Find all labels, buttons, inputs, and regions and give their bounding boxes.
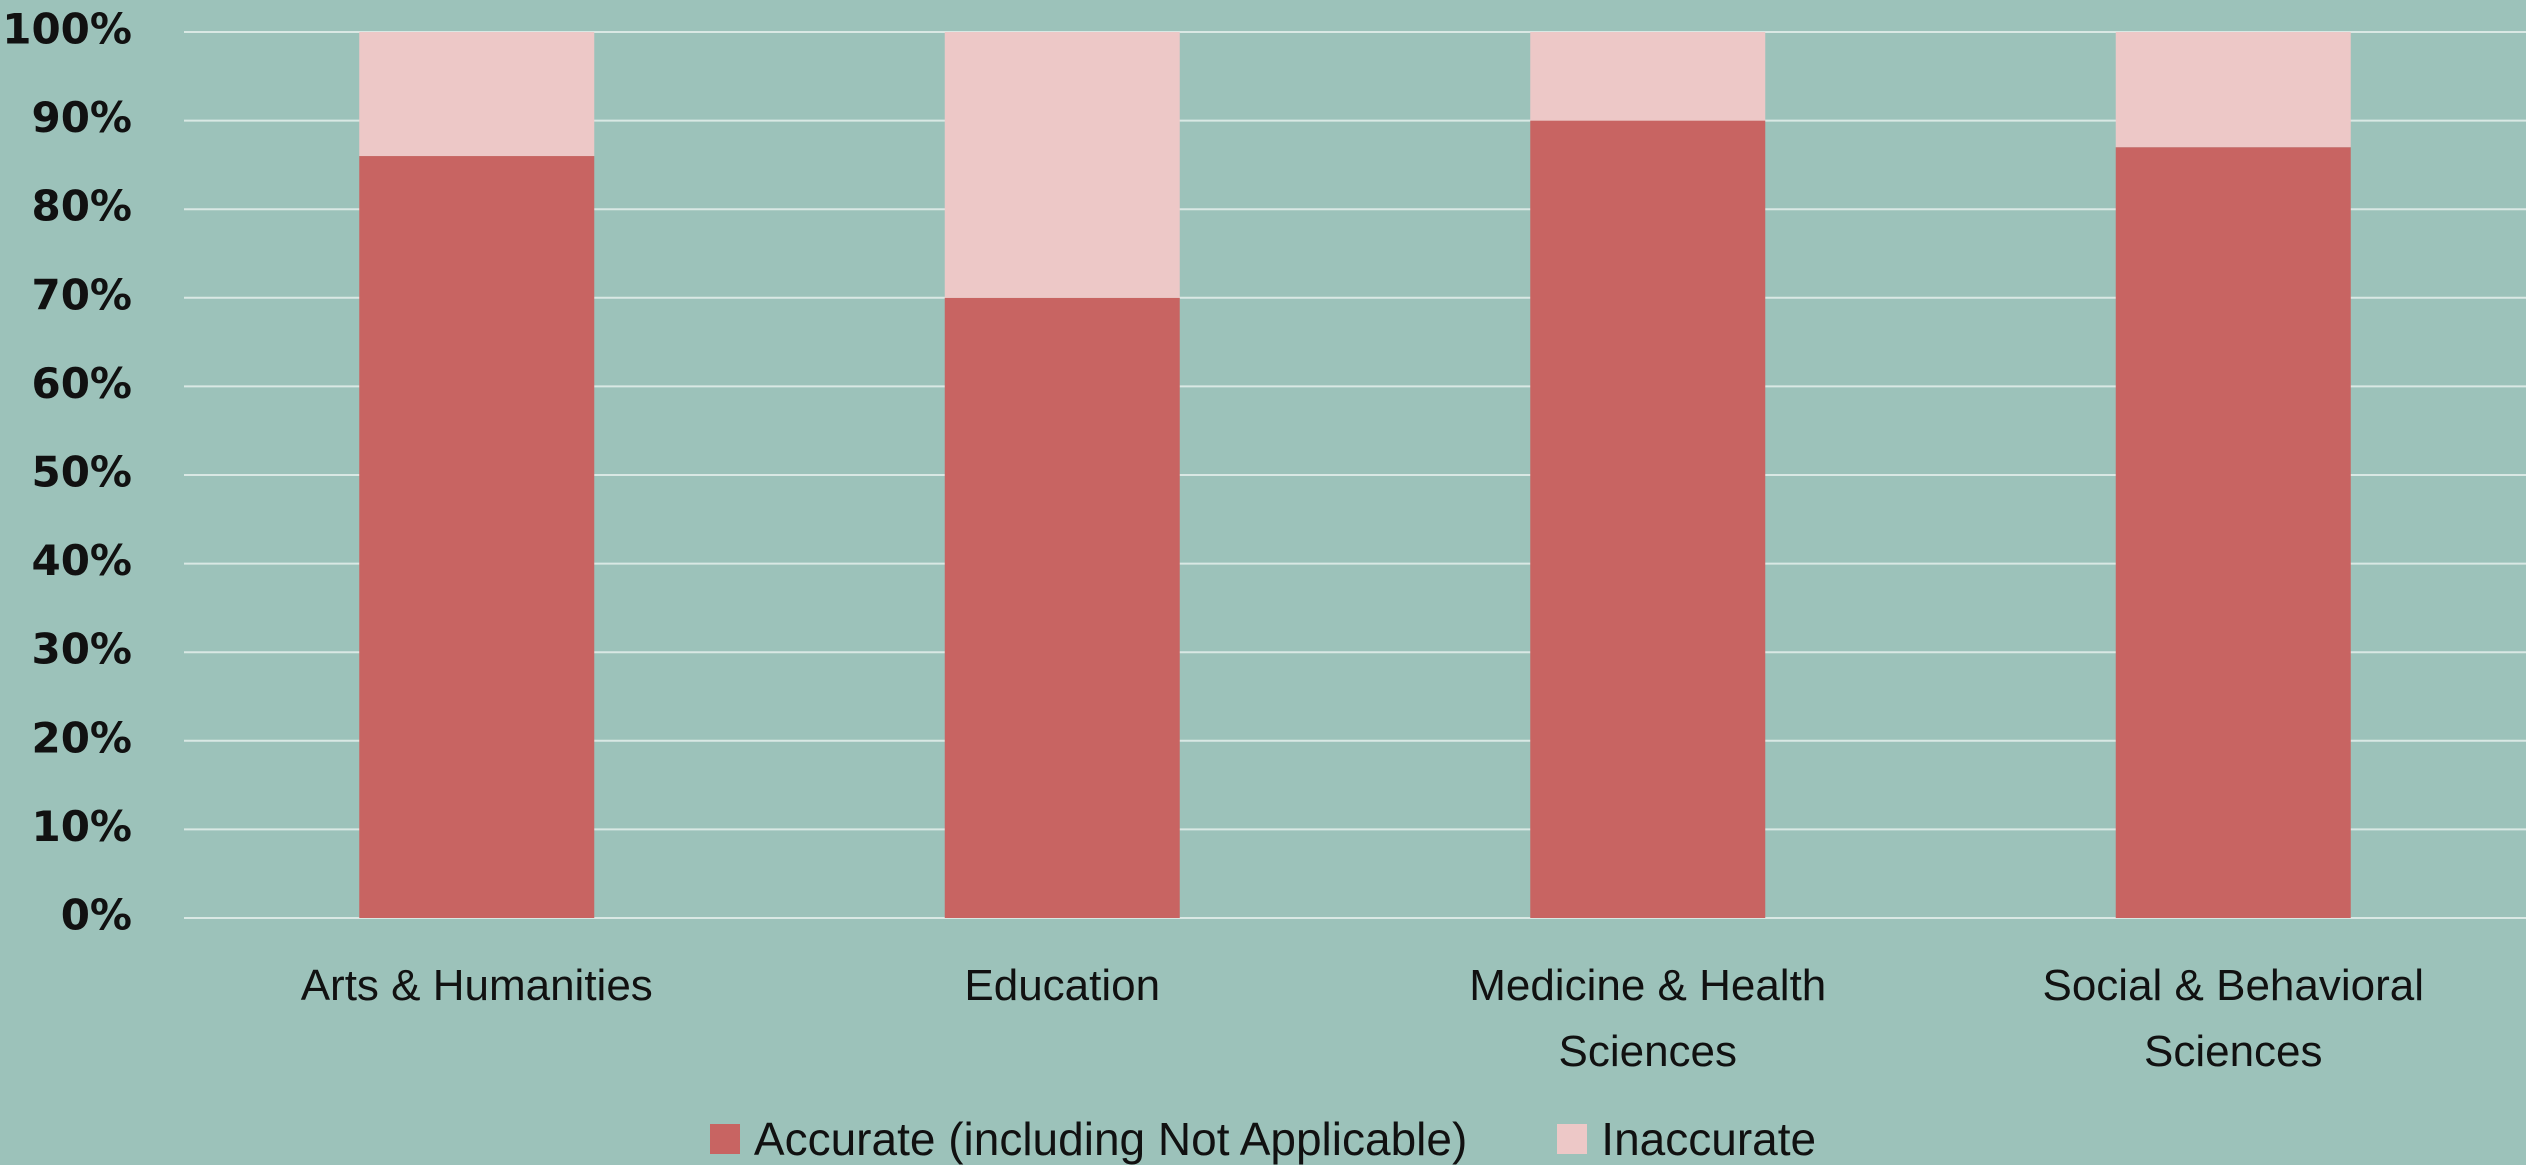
x-tick-label: Medicine & Health Sciences bbox=[1469, 961, 1827, 1076]
bar-segment bbox=[2115, 32, 2351, 148]
y-tick-label: 20% bbox=[31, 713, 132, 762]
bar-segment bbox=[359, 32, 595, 157]
y-tick-label: 80% bbox=[31, 182, 132, 231]
bar-segment bbox=[2115, 147, 2351, 918]
x-tick-label: Education bbox=[964, 961, 1161, 1010]
x-tick-label: Arts & Humanities bbox=[300, 961, 653, 1010]
y-tick-label: 0% bbox=[61, 891, 132, 940]
x-tick-label: Social & Behavioral Sciences bbox=[2042, 961, 2425, 1076]
y-tick-label: 100% bbox=[2, 5, 132, 54]
y-tick-label: 60% bbox=[31, 359, 132, 408]
bar-segment bbox=[1530, 120, 1766, 919]
legend-item: Inaccurate bbox=[1557, 1112, 1816, 1165]
y-tick-label: 40% bbox=[31, 536, 132, 585]
bar-segment bbox=[944, 297, 1180, 918]
bar-segment bbox=[1530, 32, 1766, 121]
legend-swatch bbox=[1557, 1124, 1588, 1154]
bar-segment bbox=[944, 32, 1180, 298]
y-tick-label: 90% bbox=[31, 93, 132, 142]
legend-label: Accurate (including Not Applicable) bbox=[753, 1113, 1468, 1165]
y-tick-label: 50% bbox=[31, 448, 132, 497]
y-tick-label: 10% bbox=[31, 802, 132, 851]
legend-swatch bbox=[709, 1124, 740, 1154]
legend-item: Accurate (including Not Applicable) bbox=[709, 1112, 1468, 1165]
legend: Accurate (including Not Applicable) Inacc… bbox=[0, 1112, 2526, 1165]
bar-segment bbox=[359, 156, 595, 919]
legend-label: Inaccurate bbox=[1601, 1113, 1817, 1165]
y-tick-label: 70% bbox=[31, 270, 132, 319]
y-tick-label: 30% bbox=[31, 625, 132, 674]
